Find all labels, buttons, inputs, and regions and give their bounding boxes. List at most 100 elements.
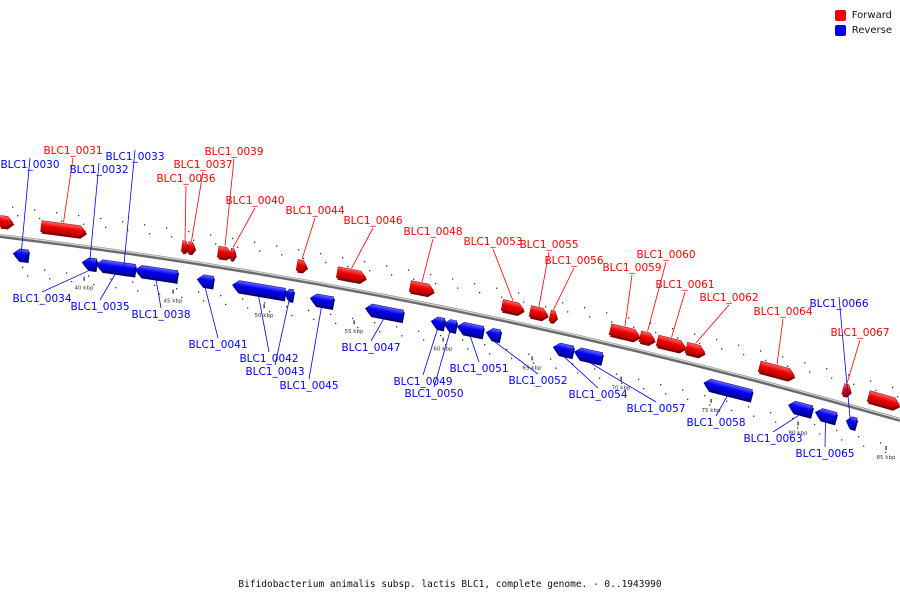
frame-dot [445,343,447,346]
gene-blc1-0058[interactable] [702,378,754,403]
gene-blc1-0066-label[interactable]: BLC1_0066 [809,298,868,310]
gene-blc1-0045[interactable] [309,293,335,310]
gene-blc1-0061-label[interactable]: BLC1_0061 [655,279,714,291]
gene-blc1-0053[interactable] [500,299,527,318]
frame-dot [193,239,195,241]
gene-blc1-0031-label[interactable]: BLC1_0031 [43,145,102,157]
gene-blc1-0062[interactable] [684,341,707,360]
gene-blc1-0037-label[interactable]: BLC1_0037 [173,159,232,171]
gene-blc1-0036[interactable] [180,240,190,255]
axis-tick-mark [531,356,533,361]
gene-blc1-0038-body [134,265,178,282]
gene-blc1-0056-label[interactable]: BLC1_0056 [544,255,603,267]
gene-blc1-0043[interactable] [284,288,296,303]
gene-blc1-0044-label[interactable]: BLC1_0044 [285,205,344,217]
gene-blc1-0057[interactable] [573,346,605,366]
frame-dot [269,311,271,313]
gene-blc1-0067-label[interactable]: BLC1_0067 [830,327,889,339]
gene-blc1-0050-body [443,319,458,332]
gene-blc1-0059-label[interactable]: BLC1_0059 [602,262,661,274]
gene-blc1-0038-label[interactable]: BLC1_0038 [131,309,190,321]
frame-dot [863,445,865,447]
gene-blc1-0059[interactable] [608,323,643,344]
gene-blc1-0047[interactable] [364,303,405,324]
gene-blc1-0051-label[interactable]: BLC1_0051 [449,363,508,375]
legend-forward: Forward [834,8,892,23]
gene-blc1-0041[interactable] [196,274,215,290]
gene-blc1-0033-leader [122,149,136,275]
gene-blc1-0057-label[interactable]: BLC1_0057 [626,403,685,415]
gene-blc1-0046[interactable] [335,266,368,285]
gene-blc1-0054[interactable] [552,342,576,360]
gene-blc1-0035[interactable] [95,259,137,278]
gene-blc1-0037[interactable] [186,241,197,256]
gene-blc1-0054-label[interactable]: BLC1_0054 [568,389,627,401]
frame-dot [809,371,811,373]
gene-blc1-0035-label[interactable]: BLC1_0035 [70,301,129,313]
gene-blc1-0049-label[interactable]: BLC1_0049 [393,376,452,388]
gene-blc1-0050[interactable] [443,318,459,334]
gene-blc1-0052-label[interactable]: BLC1_0052 [508,375,567,387]
gene-blc1-0065-label[interactable]: BLC1_0065 [795,448,854,460]
gene-blc1-0063-label[interactable]: BLC1_0063 [743,433,802,445]
frame-dot [452,278,454,280]
gene-blc1-0039-body [216,245,233,259]
gene-blc1-0058-label[interactable]: BLC1_0058 [686,417,745,429]
gene-blc1-0065[interactable] [813,407,838,426]
gene-blc1-0044[interactable] [295,259,310,275]
gene-blc1-0031[interactable] [40,220,88,240]
gene-blc1-0052[interactable] [485,327,503,344]
gene-blc1-0039-leader [224,158,235,247]
gene-blc1-0033-label[interactable]: BLC1_0033 [105,151,164,163]
gene-blc1-0046-label[interactable]: BLC1_0046 [343,215,402,227]
gene-blc1-0045-label[interactable]: BLC1_0045 [279,380,338,392]
gene-blc1-0063[interactable] [786,400,814,419]
gene-blc1-0038-leader [155,279,162,309]
gene-blc1-0050-label[interactable]: BLC1_0050 [404,388,463,400]
axis-tick-label: 75 kbp [702,408,721,414]
gene-blc1-0060[interactable] [638,330,657,348]
gene-fragment-1[interactable] [0,215,15,231]
gene-blc1-0064[interactable] [757,360,798,383]
gene-blc1-0055-label[interactable]: BLC1_0055 [519,239,578,251]
gene-blc1-0036-label[interactable]: BLC1_0036 [156,173,215,185]
genome-caption: Bifidobacterium animalis subsp. lactis B… [238,579,662,590]
gene-blc1-0039-label[interactable]: BLC1_0039 [204,146,263,158]
gene-blc1-0048-label[interactable]: BLC1_0048 [403,226,462,238]
gene-blc1-0055[interactable] [528,305,551,323]
gene-blc1-0043-label[interactable]: BLC1_0043 [245,366,304,378]
gene-blc1-0047-label[interactable]: BLC1_0047 [341,342,400,354]
gene-blc1-0066[interactable] [844,415,859,432]
gene-blc1-0056[interactable] [548,309,559,325]
gene-blc1-0042-label[interactable]: BLC1_0042 [239,353,298,365]
gene-blc1-0050-leader [433,331,451,388]
gene-blc1-0041-label[interactable]: BLC1_0041 [188,339,247,351]
gene-blc1-0039[interactable] [216,245,234,261]
gene-blc1-0060-label[interactable]: BLC1_0060 [636,249,695,261]
frame-dot [237,246,239,249]
gene-blc1-0035-body [95,259,136,276]
frame-dot [27,275,29,277]
frame-dot [144,224,146,226]
gene-blc1-0040-label[interactable]: BLC1_0040 [225,195,284,207]
gene-blc1-0061[interactable] [655,334,689,355]
gene-blc1-0037-body [186,241,196,254]
gene-blc1-0049[interactable] [430,316,447,332]
gene-blc1-0067[interactable] [841,383,854,399]
gene-blc1-0064-label[interactable]: BLC1_0064 [753,306,812,318]
gene-blc1-0032-label[interactable]: BLC1_0032 [69,164,128,176]
gene-blc1-0048[interactable] [408,280,437,299]
gene-blc1-0038[interactable] [134,264,179,284]
gene-blc1-0034[interactable] [83,257,98,273]
gene-blc1-0030-label[interactable]: BLC1_0030 [0,159,59,171]
gene-blc1-0053-label[interactable]: BLC1_0053 [463,236,522,248]
gene-blc1-0059-body [608,323,640,341]
gene-fragment-2[interactable] [866,390,900,413]
gene-blc1-0034-label[interactable]: BLC1_0034 [12,293,71,305]
gene-blc1-0042[interactable] [231,279,287,302]
gene-blc1-0040[interactable] [229,247,238,262]
frame-dot [797,427,799,429]
gene-blc1-0062-label[interactable]: BLC1_0062 [699,292,758,304]
gene-blc1-0051[interactable] [456,321,486,340]
